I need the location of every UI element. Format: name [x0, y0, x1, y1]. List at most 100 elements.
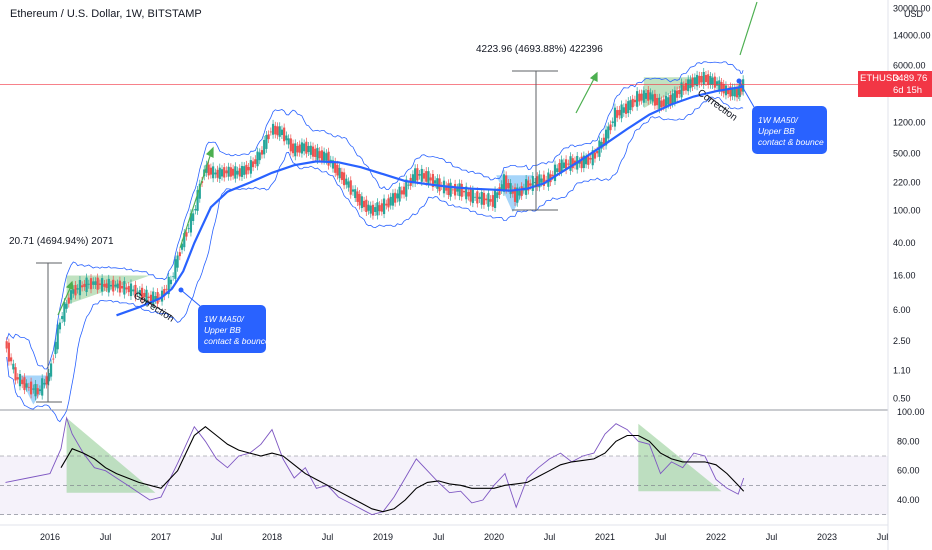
callout-2-dot — [736, 78, 742, 84]
candle-body — [596, 150, 599, 154]
candle-body — [425, 171, 428, 182]
candle-body — [180, 243, 184, 250]
candle-body — [109, 284, 113, 287]
candle-body — [232, 168, 235, 176]
candle-body — [212, 166, 215, 179]
measure-1-label: 20.71 (4694.94%) 2071 — [9, 236, 114, 247]
candle-body — [671, 93, 674, 104]
candle-body — [49, 363, 53, 377]
candle-body — [300, 142, 304, 154]
candle-body — [298, 144, 301, 153]
price-tick-label: 1200.00 — [893, 118, 926, 128]
candle-body — [18, 374, 22, 387]
candle-body — [207, 164, 210, 176]
candle-body — [12, 363, 15, 370]
candle-body — [487, 193, 490, 207]
price-tick-label: 16.00 — [893, 271, 916, 281]
callout-2-box — [752, 106, 827, 154]
price-tick-label: 30000.00 — [893, 3, 931, 13]
candle-body — [418, 174, 421, 176]
arrows — [57, 1, 758, 316]
candle-body — [29, 381, 33, 395]
rsi-pane — [0, 416, 888, 516]
price-badge-countdown: 6d 15h — [893, 85, 922, 96]
candle-body — [345, 178, 348, 185]
candle-body — [482, 192, 486, 205]
arrow-head — [205, 146, 214, 158]
candle-body — [411, 174, 415, 184]
candle-body — [216, 169, 219, 178]
measure-2: 4223.96 (4693.88%) 422396 — [476, 44, 603, 211]
candle-body — [16, 377, 19, 380]
candle-body — [651, 94, 654, 102]
time-tick-label: 2017 — [151, 532, 171, 542]
candle-body — [456, 187, 459, 192]
candle-body — [276, 126, 279, 136]
candle-body — [711, 77, 714, 85]
candle-body — [101, 278, 104, 292]
candle-body — [116, 283, 119, 289]
candle-body — [687, 79, 690, 92]
candle-body — [378, 205, 381, 212]
candle-body — [385, 203, 388, 206]
candle-body — [254, 159, 257, 164]
candle-body — [640, 93, 643, 101]
callout-1-line-2: Upper BB — [204, 325, 241, 335]
candle-body — [529, 183, 532, 186]
candle-body — [735, 87, 739, 98]
currency-label: USD — [904, 9, 924, 19]
candle-body — [587, 154, 590, 165]
candle-body — [36, 388, 39, 395]
candle-body — [189, 213, 193, 233]
candle-body — [103, 283, 106, 287]
candle-body — [454, 183, 457, 196]
candle-body — [314, 148, 317, 157]
candle-body — [132, 289, 135, 292]
candle-body — [214, 172, 217, 175]
candle-body — [94, 281, 97, 285]
candle-body — [127, 286, 130, 293]
candle-body — [624, 103, 628, 114]
candle-body — [5, 341, 8, 349]
candle-body — [34, 384, 37, 397]
candle-body — [67, 297, 70, 304]
price-tick-label: 40.00 — [893, 238, 916, 248]
candle-body — [105, 283, 108, 288]
price-badge-bg — [888, 71, 932, 97]
candle-body — [23, 377, 26, 391]
candle-body — [611, 121, 614, 124]
candle-body — [667, 97, 670, 105]
candle-body — [422, 173, 426, 179]
candle-body — [604, 129, 608, 146]
candle-body — [644, 93, 648, 99]
candle-body — [638, 93, 641, 102]
candle-body — [145, 289, 148, 303]
candle-body — [656, 97, 659, 106]
candle-body — [245, 164, 248, 175]
time-axis: 2016 Jul 2017 Jul 2018 Jul 2019 Jul 2020 Jul 2021 J… — [40, 532, 888, 542]
price-pane — [0, 61, 888, 423]
candle-body — [107, 278, 110, 293]
candle-body — [343, 172, 346, 186]
candle-body — [584, 157, 588, 165]
time-tick-label: 2018 — [262, 532, 282, 542]
rsi-triangle-green — [66, 417, 156, 493]
candle-body — [709, 76, 712, 85]
candle-body — [445, 185, 448, 191]
candle-body — [365, 199, 368, 213]
candle-body — [63, 302, 66, 322]
candle-body — [465, 186, 468, 200]
candle-body — [54, 341, 57, 355]
callout-1-dot — [178, 287, 184, 293]
candle-body — [458, 183, 461, 197]
candle-body — [589, 158, 592, 160]
measure-2-label: 4223.96 (4693.88%) 422396 — [476, 44, 603, 55]
candle-body — [243, 166, 246, 175]
callout-1: 1W MA50/ Upper BB contact & bounce — [178, 287, 270, 353]
candle-body — [287, 138, 290, 145]
candle-body — [680, 82, 683, 98]
candle-body — [289, 138, 292, 152]
time-tick-label: 2016 — [40, 532, 60, 542]
candle-body — [722, 83, 725, 94]
candle-body — [267, 134, 270, 140]
